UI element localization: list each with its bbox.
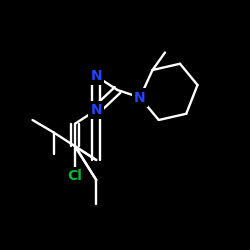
Text: N: N: [90, 69, 102, 83]
Text: Cl: Cl: [68, 169, 82, 183]
Text: N: N: [134, 90, 146, 104]
Text: N: N: [90, 103, 102, 117]
